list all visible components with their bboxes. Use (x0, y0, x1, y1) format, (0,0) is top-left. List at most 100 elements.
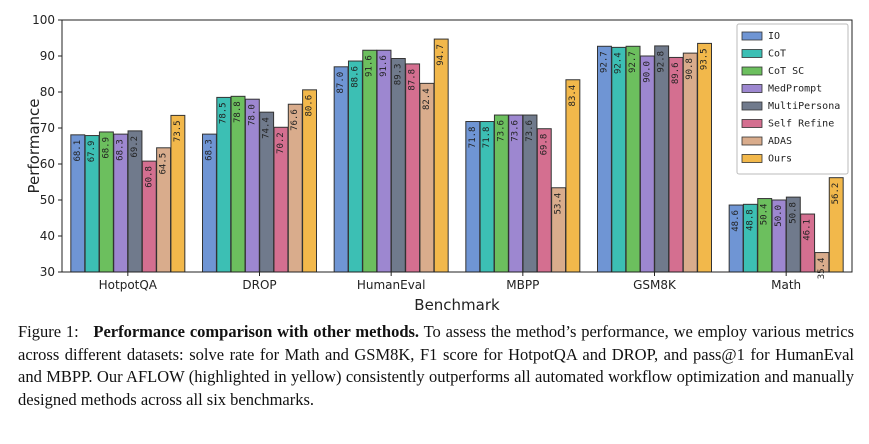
bar-value-label: 83.4 (568, 85, 578, 107)
bar-value-label: 92.4 (614, 52, 624, 74)
bar-value-label: 87.0 (336, 72, 346, 94)
bar-value-label: 56.2 (831, 183, 841, 205)
x-tick-label: DROP (242, 278, 276, 292)
figure-caption: Figure 1: Performance comparison with ot… (18, 321, 854, 411)
bar-self-refine-humaneval (405, 63, 421, 273)
bar-value-label: 82.4 (422, 88, 432, 110)
bar-cot-gsm8k (611, 46, 627, 273)
bar-value-label: 35.4 (817, 258, 827, 280)
legend-swatch (741, 119, 763, 128)
bar-value-label: 71.8 (482, 127, 492, 149)
y-axis-title: Performance (25, 98, 43, 193)
legend-label: MedPrompt (768, 84, 822, 95)
legend-swatch (741, 101, 763, 111)
bar-value-label: 92.7 (599, 51, 609, 73)
bar-value-label: 64.5 (159, 153, 169, 175)
bar-cot-sc-humaneval (362, 49, 378, 273)
x-tick-label: Math (771, 278, 801, 292)
y-tick-label: 80 (40, 85, 55, 99)
bar-ours-humaneval (433, 38, 449, 273)
bar-adas-humaneval (419, 82, 435, 273)
plot-area (62, 20, 852, 272)
legend-swatch (741, 84, 763, 93)
y-tick-label: 50 (40, 193, 55, 207)
x-tick-label: HotpotQA (99, 278, 158, 292)
bar-value-label: 78.5 (219, 102, 229, 124)
legend-swatch (741, 66, 763, 76)
bar-value-label: 80.6 (305, 95, 315, 117)
bar-value-label: 68.3 (204, 139, 214, 161)
bar-chart: 68.1 67.9 68.9 68.3 69.2 60.8 64.5 73.5 68.3 78.5… (25, 13, 853, 314)
axes-frame (61, 19, 853, 273)
axes-group: 30 40 50 60 70 80 90 100 HotpotQA DROP HumanEval MB… (32, 13, 853, 292)
bar-value-label: 78.8 (233, 101, 243, 123)
bar-value-label: 69.2 (130, 136, 140, 158)
legend-swatch (741, 136, 763, 146)
legend-label: CoT SC (768, 66, 804, 77)
bar-medprompt-humaneval (376, 49, 392, 273)
bar-value-label: 76.6 (290, 109, 300, 131)
bar-value-label: 46.1 (803, 219, 813, 241)
bar-io-humaneval (333, 66, 349, 273)
bar-value-label: 94.7 (436, 44, 446, 66)
legend-label: Self Refine (768, 119, 834, 130)
bar-io-gsm8k (597, 45, 612, 273)
bar-value-label: 50.8 (788, 202, 798, 224)
bar-value-label: 92.7 (628, 51, 638, 73)
y-tick-label: 90 (40, 49, 55, 63)
caption-bold: Performance comparison with other method… (93, 322, 420, 341)
bar-labels-group: 68.1 67.9 68.9 68.3 69.2 60.8 64.5 73.5 68.3 78.5… (73, 44, 841, 279)
y-tick-label: 70 (40, 121, 55, 135)
y-tick-label: 100 (32, 13, 55, 27)
caption-label: Figure 1: (18, 322, 79, 341)
bar-medprompt-gsm8k (639, 55, 655, 273)
bar-value-label: 90.0 (642, 61, 652, 83)
bar-value-label: 68.1 (73, 140, 83, 162)
x-tick-label: HumanEval (357, 278, 426, 292)
x-axis-title: Benchmark (414, 296, 500, 314)
bar-value-label: 89.3 (393, 64, 403, 86)
legend-swatch (741, 49, 763, 58)
bar-value-label: 70.2 (276, 132, 286, 154)
bar-cot-sc-gsm8k (625, 45, 641, 273)
legend-swatch (741, 31, 763, 41)
y-tick-label: 60 (40, 157, 55, 171)
x-tick-label: GSM8K (633, 278, 677, 292)
y-tick-label: 40 (40, 229, 55, 243)
bar-value-label: 71.8 (468, 127, 478, 149)
bar-value-label: 50.4 (760, 204, 770, 226)
bar-value-label: 91.6 (365, 55, 375, 77)
bar-value-label: 90.8 (685, 58, 695, 80)
bar-multipersona-humaneval (390, 58, 406, 273)
bar-value-label: 67.9 (87, 141, 97, 163)
bar-value-label: 87.8 (408, 69, 418, 91)
legend: IO CoT CoT SC MedPrompt MultiPersona Self Ref… (736, 23, 849, 175)
bar-cot-humaneval (347, 60, 363, 273)
bar-value-label: 89.6 (671, 62, 681, 84)
legend-swatch (741, 154, 763, 163)
bar-multipersona-gsm8k (654, 45, 670, 273)
x-tick-label: MBPP (506, 278, 539, 292)
bar-value-label: 60.8 (144, 166, 154, 188)
bar-ours-mbpp (565, 79, 581, 273)
legend-box (736, 23, 849, 175)
caption-text: To assess the method’s performance, we e… (18, 322, 855, 409)
bar-value-label: 78.0 (247, 104, 257, 126)
bar-value-label: 88.6 (350, 66, 360, 88)
bar-value-label: 91.6 (379, 55, 389, 77)
bar-value-label: 50.0 (774, 205, 784, 227)
y-tick-label: 30 (40, 265, 55, 279)
bar-value-label: 69.8 (539, 134, 549, 156)
bar-value-label: 68.9 (101, 137, 111, 159)
bar-value-label: 74.4 (262, 117, 272, 139)
legend-label: ADAS (768, 136, 792, 147)
legend-label: Ours (768, 154, 792, 165)
bar-value-label: 92.8 (657, 51, 667, 73)
bar-value-label: 73.6 (525, 120, 535, 142)
bar-adas-gsm8k (682, 52, 698, 273)
bar-ours-gsm8k (697, 42, 712, 273)
bar-self-refine-gsm8k (668, 56, 684, 273)
bar-value-label: 48.6 (731, 210, 741, 232)
bar-value-label: 73.6 (496, 120, 506, 142)
bar-value-label: 73.5 (173, 120, 183, 142)
